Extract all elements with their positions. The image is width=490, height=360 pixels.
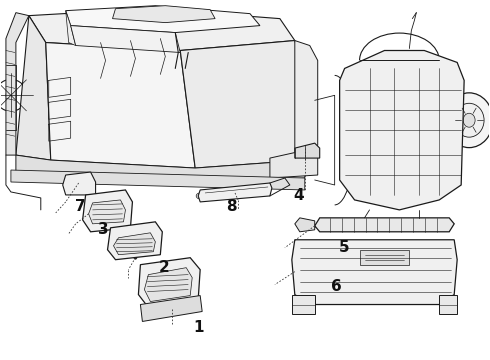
Ellipse shape: [303, 147, 306, 150]
Polygon shape: [113, 6, 215, 23]
Ellipse shape: [309, 54, 314, 58]
Ellipse shape: [77, 181, 80, 184]
Polygon shape: [89, 200, 125, 224]
Ellipse shape: [294, 270, 296, 273]
Polygon shape: [439, 294, 457, 315]
Polygon shape: [141, 296, 202, 321]
Polygon shape: [66, 6, 260, 32]
Polygon shape: [29, 9, 295, 50]
Text: 5: 5: [339, 240, 350, 255]
Polygon shape: [16, 155, 305, 186]
Polygon shape: [295, 41, 318, 160]
Polygon shape: [71, 26, 180, 53]
Polygon shape: [16, 15, 51, 160]
Polygon shape: [145, 268, 192, 302]
Ellipse shape: [309, 125, 314, 129]
Polygon shape: [198, 183, 272, 202]
Polygon shape: [66, 11, 75, 45]
Ellipse shape: [196, 193, 204, 199]
Ellipse shape: [463, 113, 475, 127]
Polygon shape: [11, 170, 305, 190]
Polygon shape: [295, 218, 315, 232]
Polygon shape: [270, 148, 318, 178]
Ellipse shape: [309, 71, 314, 75]
Polygon shape: [46, 42, 195, 168]
Polygon shape: [292, 294, 315, 315]
Polygon shape: [360, 250, 409, 265]
Text: 6: 6: [331, 279, 342, 294]
Ellipse shape: [87, 212, 90, 215]
Polygon shape: [180, 41, 305, 168]
Text: 8: 8: [226, 199, 236, 215]
Text: 3: 3: [98, 222, 109, 237]
Ellipse shape: [321, 269, 329, 275]
Ellipse shape: [134, 256, 137, 259]
Text: 7: 7: [75, 199, 86, 215]
Ellipse shape: [234, 192, 237, 194]
Polygon shape: [340, 50, 464, 210]
Ellipse shape: [171, 308, 174, 311]
Polygon shape: [295, 143, 319, 158]
Polygon shape: [63, 172, 96, 195]
Ellipse shape: [313, 224, 316, 227]
Ellipse shape: [309, 107, 314, 111]
Ellipse shape: [425, 269, 433, 275]
Ellipse shape: [76, 180, 85, 186]
Ellipse shape: [445, 93, 490, 148]
Polygon shape: [6, 13, 29, 155]
Polygon shape: [114, 233, 155, 255]
Text: 1: 1: [193, 320, 203, 335]
Ellipse shape: [454, 103, 484, 137]
Polygon shape: [292, 240, 457, 305]
Polygon shape: [315, 218, 454, 232]
Polygon shape: [138, 258, 200, 307]
Text: 4: 4: [294, 188, 304, 203]
Polygon shape: [83, 190, 132, 232]
Text: 2: 2: [159, 260, 170, 275]
Polygon shape: [107, 222, 162, 260]
Ellipse shape: [309, 89, 314, 93]
